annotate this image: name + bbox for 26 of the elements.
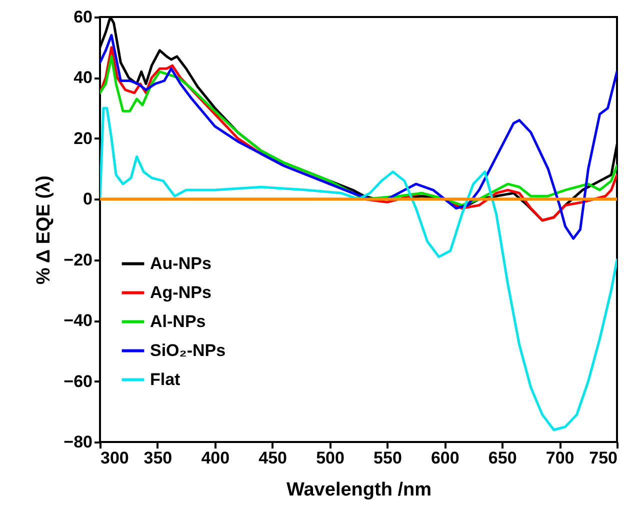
- y-tick-label: −20: [64, 250, 92, 270]
- x-tick-label: 350: [144, 448, 172, 468]
- legend-label: Au-NPs: [150, 254, 212, 273]
- y-tick-label: −80: [64, 432, 92, 452]
- x-tick-label: 550: [374, 448, 402, 468]
- y-tick-label: −60: [64, 372, 92, 391]
- y-tick-label: 0: [83, 190, 92, 209]
- y-tick-label: 20: [74, 128, 92, 148]
- y-axis-title: % Δ EQE (λ): [34, 175, 55, 285]
- y-tick-label: 60: [74, 8, 92, 26]
- x-tick-label: 750: [589, 448, 618, 468]
- legend-label: Flat: [150, 370, 181, 389]
- y-tick-label: −40: [64, 311, 92, 330]
- legend-label: Al-NPs: [150, 312, 206, 331]
- x-tick-label: 300: [100, 448, 129, 468]
- y-tick-label: 40: [74, 68, 92, 88]
- x-tick-label: 700: [546, 448, 574, 468]
- x-tick-label: 600: [430, 448, 460, 468]
- x-tick-label: 400: [201, 448, 230, 468]
- x-axis-title: Wavelength /nm: [286, 480, 432, 500]
- legend-label: SiO₂-NPs: [150, 340, 226, 360]
- legend-label: Ag-NPs: [150, 282, 212, 302]
- x-tick-label: 650: [488, 448, 517, 468]
- line-series: [100, 106, 617, 432]
- x-tick-label: 450: [258, 448, 288, 468]
- x-tick-label: 500: [316, 448, 344, 468]
